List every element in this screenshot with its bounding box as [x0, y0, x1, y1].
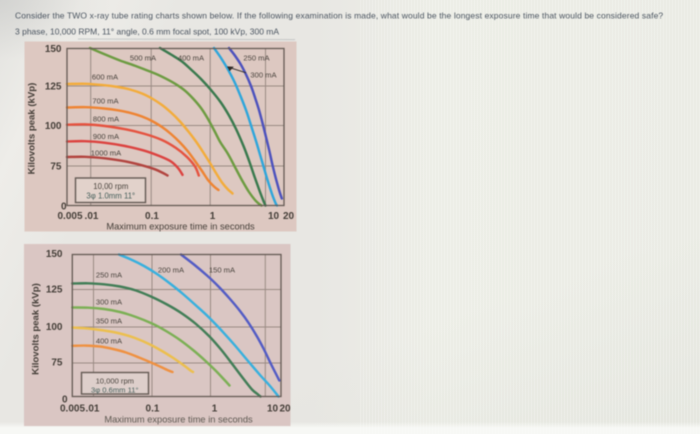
svg-text:800 mA: 800 mA — [93, 115, 120, 124]
svg-text:250 mA: 250 mA — [96, 271, 123, 280]
svg-text:Kilovolts peak (kVp): Kilovolts peak (kVp) — [31, 283, 42, 375]
svg-text:0.1: 0.1 — [146, 404, 160, 415]
svg-text:400 mA: 400 mA — [96, 337, 123, 346]
svg-text:0.005: 0.005 — [60, 404, 85, 415]
svg-text:0: 0 — [61, 202, 67, 213]
svg-text:75: 75 — [50, 162, 62, 173]
svg-text:0: 0 — [62, 395, 68, 406]
svg-text:Maximum exposure time in secon: Maximum exposure time in seconds — [104, 415, 253, 425]
svg-text:0.005: 0.005 — [57, 211, 82, 222]
svg-text:.01: .01 — [86, 404, 100, 415]
svg-text:3φ 0.6mm 11°: 3φ 0.6mm 11° — [91, 386, 139, 395]
svg-text:3φ 1.0mm 11°: 3φ 1.0mm 11° — [86, 191, 135, 200]
svg-text:300 mA: 300 mA — [96, 298, 123, 307]
svg-text:1: 1 — [212, 404, 218, 415]
svg-text:1: 1 — [210, 211, 216, 222]
svg-text:150: 150 — [46, 249, 63, 260]
svg-text:200 mA: 200 mA — [158, 266, 185, 275]
svg-text:20: 20 — [283, 211, 295, 222]
svg-text:125: 125 — [46, 285, 63, 296]
svg-text:400 mA: 400 mA — [178, 54, 205, 63]
svg-text:Kilovolts peak (kVp): Kilovolts peak (kVp) — [27, 83, 38, 175]
svg-text:3 phase, 10,000 RPM, 11° angle: 3 phase, 10,000 RPM, 11° angle, 0.6 mm f… — [15, 26, 279, 36]
svg-text:Maximum exposure time in secon: Maximum exposure time in seconds — [106, 222, 255, 232]
svg-text:75: 75 — [51, 358, 63, 369]
svg-text:10,000 rpm: 10,000 rpm — [96, 377, 134, 386]
svg-text:Consider the TWO x-ray tube ra: Consider the TWO x-ray tube rating chart… — [15, 10, 663, 20]
svg-text:100: 100 — [45, 121, 62, 132]
svg-text:900 mA: 900 mA — [93, 132, 120, 141]
svg-text:125: 125 — [45, 82, 62, 93]
svg-text:350 mA: 350 mA — [96, 317, 123, 326]
svg-text:100: 100 — [46, 322, 63, 333]
svg-text:150 mA: 150 mA — [209, 266, 236, 275]
svg-text:600 mA: 600 mA — [92, 73, 119, 82]
svg-text:150: 150 — [45, 44, 62, 55]
svg-text:10: 10 — [268, 211, 280, 222]
svg-text:20: 20 — [279, 404, 291, 415]
svg-text:250 mA: 250 mA — [243, 54, 270, 63]
svg-text:500 mA: 500 mA — [130, 54, 157, 63]
svg-text:1000 mA: 1000 mA — [91, 149, 122, 158]
svg-text:10,00 rpm: 10,00 rpm — [93, 182, 128, 191]
svg-text:.01: .01 — [85, 211, 99, 222]
svg-text:700 mA: 700 mA — [92, 97, 119, 106]
svg-text:10: 10 — [267, 404, 279, 415]
svg-text:300 mA: 300 mA — [250, 71, 277, 80]
svg-text:0.1: 0.1 — [145, 211, 159, 222]
